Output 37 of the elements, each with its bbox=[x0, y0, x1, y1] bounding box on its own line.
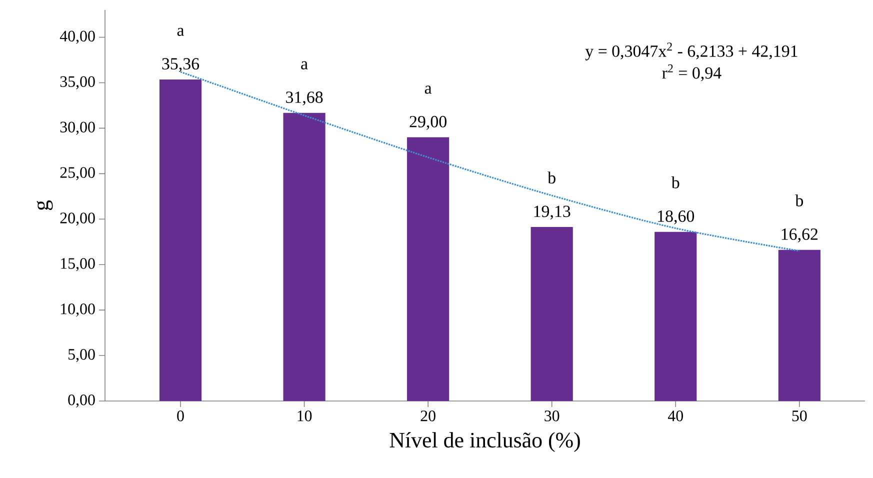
annotation: b bbox=[548, 172, 556, 184]
bar bbox=[407, 137, 450, 401]
y-tick-label: 20,00 bbox=[60, 212, 95, 226]
y-tick-label: 35,00 bbox=[60, 76, 95, 90]
annotation: b bbox=[671, 176, 680, 188]
y-axis-title: g bbox=[36, 200, 53, 210]
bar bbox=[283, 112, 326, 401]
x-tick-label: 0 bbox=[177, 410, 184, 422]
annotation: b bbox=[795, 194, 804, 206]
y-tick-label: 30,00 bbox=[60, 122, 95, 135]
x-tick-label: 50 bbox=[792, 410, 807, 422]
data-label: 16,62 bbox=[782, 228, 818, 242]
data-label: 31,68 bbox=[286, 92, 323, 106]
x-tick-label: 30 bbox=[544, 410, 560, 422]
annotation: r$^{2}$ = 0,94 bbox=[662, 64, 722, 82]
y-tick-label: 0,00 bbox=[68, 394, 95, 408]
data-label: 35,36 bbox=[162, 58, 200, 72]
bar bbox=[654, 232, 697, 401]
x-tick-label: 10 bbox=[298, 410, 312, 422]
annotation: a bbox=[177, 28, 184, 36]
x-axis-title: Nível de inclusão (%) bbox=[390, 432, 580, 452]
x-tick-label: 40 bbox=[668, 410, 683, 422]
y-tick-label: 40,00 bbox=[60, 30, 95, 44]
bar bbox=[159, 79, 202, 401]
annotation: a bbox=[424, 86, 432, 94]
bar bbox=[778, 250, 820, 401]
data-label: 29,00 bbox=[410, 116, 446, 130]
y-tick-label: 10,00 bbox=[61, 304, 95, 317]
annotation: a bbox=[301, 61, 308, 70]
data-label: 19,13 bbox=[534, 206, 570, 220]
y-tick-label: 5,00 bbox=[68, 349, 95, 362]
y-tick-label: 25,00 bbox=[60, 167, 95, 180]
x-tick-label: 20 bbox=[420, 410, 436, 422]
annotation: y = 0,3047x$^{2}$ - 6,2133 + 42,191 bbox=[585, 42, 798, 60]
bar bbox=[530, 227, 573, 401]
y-tick-label: 15,00 bbox=[61, 258, 95, 272]
data-label: 18,60 bbox=[658, 210, 694, 224]
